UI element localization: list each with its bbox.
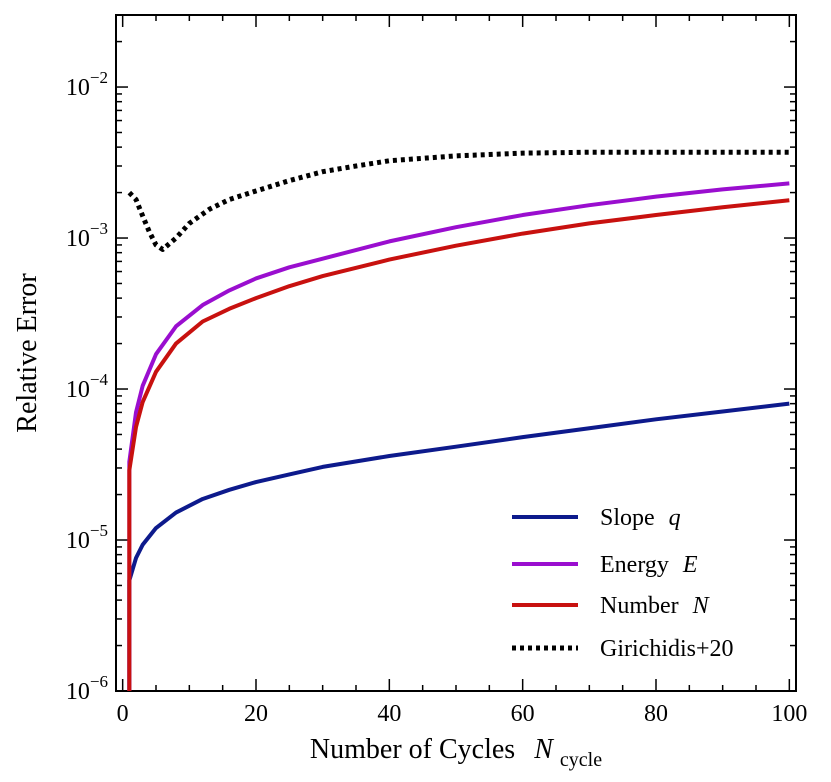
x-tick-label: 40 (377, 701, 401, 727)
series-line-girichidis-20 (127, 149, 790, 252)
series-line-number (127, 198, 790, 691)
series-line-energy (127, 181, 790, 691)
y-tick-label: 10−4 (66, 370, 109, 403)
plot-frame (115, 14, 797, 692)
x-axis-title-subscript: cycle (560, 749, 602, 771)
y-tick-label: 10−5 (66, 521, 108, 554)
x-axis-ticks: 0 20 40 60 80 100 (117, 15, 807, 727)
legend-label: Energy E (600, 552, 698, 578)
y-axis-ticks: 10−6 10−5 10−4 10−3 10−2 (66, 14, 796, 705)
x-axis-title: Number of Cycles N cycle (310, 734, 602, 771)
series-layer (127, 149, 790, 691)
legend-label: Slope q (600, 505, 681, 531)
legend-label: Girichidis+20 (600, 636, 734, 662)
y-tick-label: 10−2 (66, 68, 108, 101)
x-tick-label: 60 (511, 701, 535, 727)
y-tick-label: 10−6 (66, 672, 108, 705)
x-tick-label: 80 (644, 701, 668, 727)
y-axis-title: Relative Error (12, 273, 43, 433)
x-tick-label: 0 (117, 701, 129, 727)
series-line-slope (127, 401, 790, 691)
x-axis-title-text: Number of Cycles (310, 734, 515, 765)
legend: Slope q Energy E Number N Girichidis+20 (512, 505, 734, 662)
x-tick-label: 20 (244, 701, 268, 727)
y-tick-label: 10−3 (66, 219, 108, 252)
x-axis-title-symbol: N (533, 734, 554, 765)
legend-label: Number N (600, 593, 711, 619)
x-tick-label: 100 (771, 701, 807, 727)
